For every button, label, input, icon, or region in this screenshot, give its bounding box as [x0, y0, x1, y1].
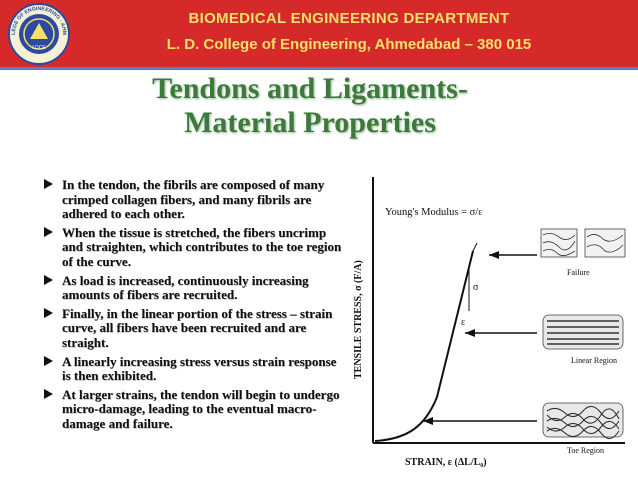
toe-region-label: Toe Region [567, 446, 604, 455]
college-logo: LDCE L.D. COLLEGE OF ENGINEERING · AHMED… [8, 3, 70, 65]
bullet-arrow-icon [44, 307, 53, 318]
header-banner: LDCE L.D. COLLEGE OF ENGINEERING · AHMED… [0, 0, 638, 70]
linear-fibers-illustration [542, 314, 624, 350]
stress-strain-diagram: TENSILE STRESS, σ (F/A) STRAIN, ε (ΔL/L₀… [345, 165, 635, 475]
title-line-2: Material Properties [184, 106, 436, 139]
bullet-item: When the tissue is stretched, the fibers… [44, 224, 344, 270]
slope-triangle [457, 268, 470, 312]
failure-point [472, 242, 478, 252]
bullet-text: When the tissue is stretched, the fibers… [62, 224, 342, 269]
bullet-item: In the tendon, the fibrils are composed … [44, 177, 344, 222]
bullet-arrow-icon [44, 179, 53, 189]
linear-arrow-head-icon [465, 329, 475, 337]
bullet-text: A linearly increasing stress versus stra… [62, 353, 337, 384]
bullet-text: Finally, in the linear portion of the st… [62, 305, 333, 350]
youngs-modulus-label: Young's Modulus = σ/ε [385, 207, 483, 218]
bullet-text: In the tendon, the fibrils are composed … [62, 177, 325, 222]
toe-fibers-illustration [542, 402, 624, 440]
bullet-arrow-icon [44, 274, 53, 285]
linear-region-text: Linear Region [571, 356, 617, 365]
department-name: BIOMEDICAL ENGINEERING DEPARTMENT [188, 10, 510, 27]
x-axis-label: STRAIN, ε (ΔL/L₀) [405, 457, 487, 468]
sigma-symbol: σ [473, 282, 479, 293]
bullet-list: In the tendon, the fibrils are composed … [44, 177, 344, 436]
linear-region-label: Linear Region [571, 356, 617, 365]
college-name: L. D. College of Engineering, Ahmedabad … [166, 36, 532, 53]
bullet-arrow-icon [44, 388, 53, 399]
bullet-arrow-icon [44, 355, 53, 366]
failure-region-label: Failure [567, 268, 590, 277]
bullet-item: Finally, in the linear portion of the st… [44, 305, 344, 351]
bullet-item: A linearly increasing stress versus stra… [44, 353, 344, 384]
toe-arrow-head-icon [423, 417, 433, 425]
logo-core-text: LDCE [32, 45, 46, 51]
bullet-item: As load is increased, continuously incre… [44, 272, 344, 303]
epsilon-symbol: ε [461, 317, 465, 328]
failure-fibers-illustration [540, 228, 626, 258]
failure-arrow-head-icon [489, 251, 499, 259]
bullet-text: At larger strains, the tendon will begin… [62, 386, 340, 431]
bullet-arrow-icon [44, 226, 53, 237]
slide-title: Tendons and Ligaments- Material Properti… [60, 72, 560, 140]
title-line-1: Tendons and Ligaments- [152, 72, 468, 105]
bullet-text: As load is increased, continuously incre… [62, 272, 309, 303]
bullet-item: At larger strains, the tendon will begin… [44, 386, 344, 432]
y-axis-label: TENSILE STRESS, σ (F/A) [353, 260, 364, 379]
stress-strain-curve [374, 250, 474, 442]
